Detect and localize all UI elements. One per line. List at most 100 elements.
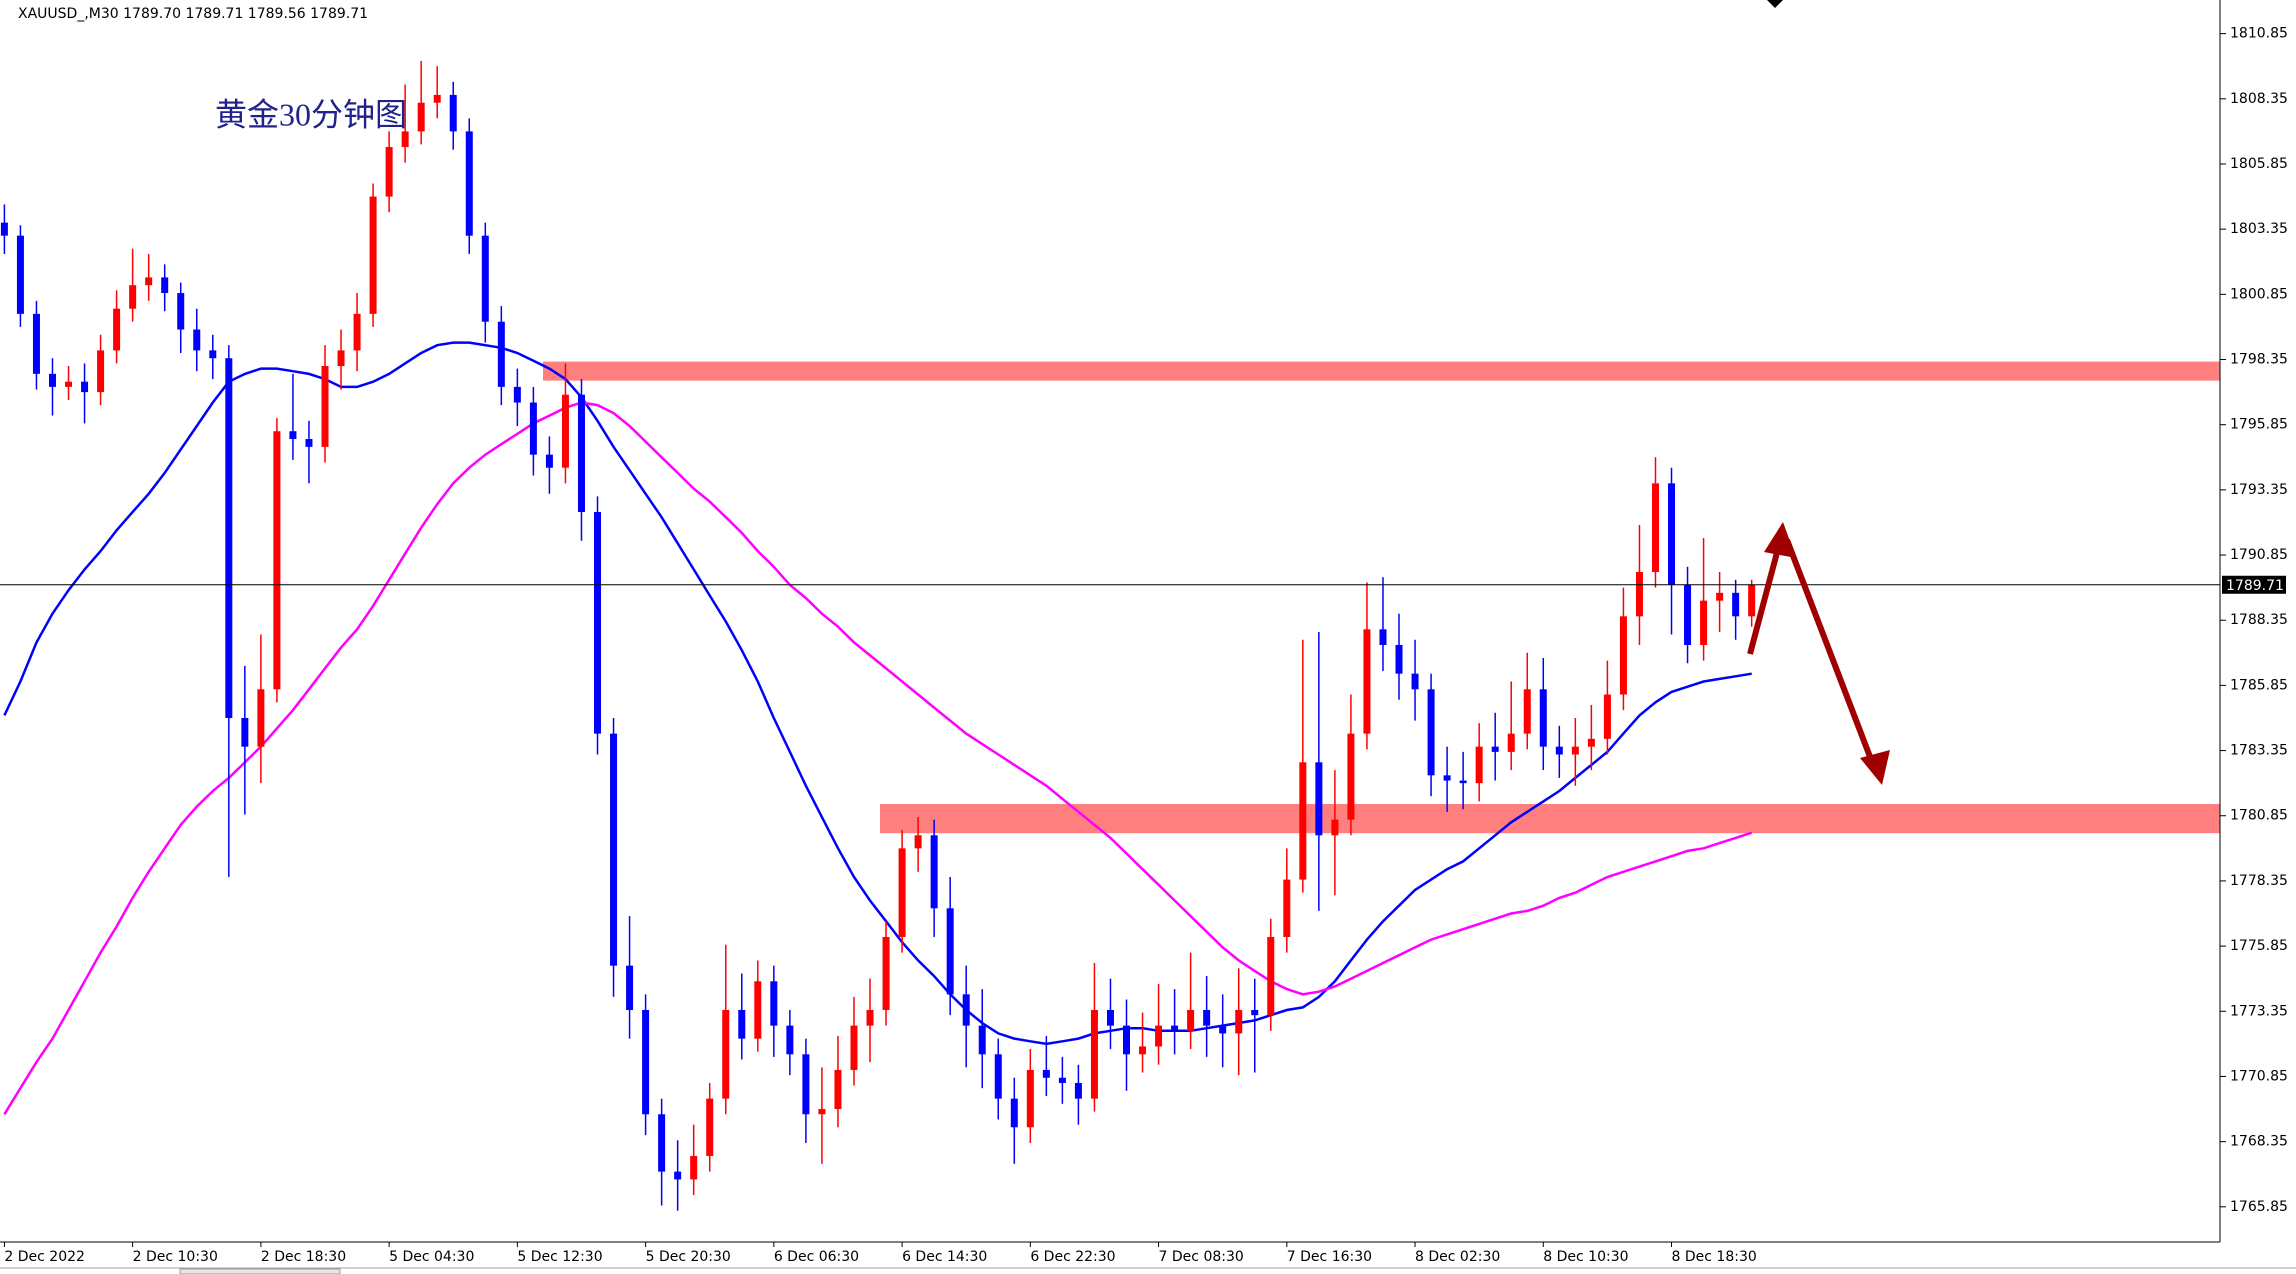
candle-body <box>1603 694 1611 739</box>
current-price-label: 1789.71 <box>2226 578 2284 594</box>
candle-body <box>1203 1009 1211 1026</box>
candle-body <box>65 381 73 387</box>
candle-body <box>1347 733 1355 820</box>
candle-body <box>1491 746 1499 752</box>
forecast-arrows <box>1747 522 1890 785</box>
candle-body <box>1539 689 1547 747</box>
candle-body <box>161 277 169 294</box>
candle-body <box>273 431 281 690</box>
candle-body <box>1475 746 1483 784</box>
resistance-zone <box>880 804 2220 834</box>
candle-body <box>289 431 297 440</box>
y-tick-label: 1775.85 <box>2230 938 2288 954</box>
candle-body <box>882 936 890 1010</box>
arrow-down <box>1784 538 1875 764</box>
chart-title: 黄金30分钟图 <box>215 96 407 132</box>
candle-body <box>1716 592 1724 601</box>
candle-body <box>1379 629 1387 645</box>
y-tick-label: 1793.35 <box>2230 482 2288 498</box>
candle-body <box>1187 1009 1195 1031</box>
candle-body <box>1074 1082 1082 1099</box>
y-tick-label: 1795.85 <box>2230 417 2288 433</box>
candle-body <box>81 381 89 393</box>
candle-body <box>1026 1069 1034 1128</box>
candle-body <box>1443 775 1451 781</box>
candle-body <box>561 394 569 468</box>
candle-body <box>642 1009 650 1115</box>
candle-body <box>241 717 249 747</box>
candle-body <box>738 1009 746 1039</box>
candle-body <box>369 196 377 314</box>
candle-body <box>770 981 778 1026</box>
y-tick-label: 1798.35 <box>2230 352 2288 368</box>
candle-body <box>113 308 121 351</box>
candle-body <box>1315 762 1323 836</box>
candle-body <box>898 848 906 937</box>
candle-body <box>353 313 361 351</box>
candle-body <box>577 394 585 513</box>
candle-body <box>529 402 537 455</box>
y-tick-label: 1803.35 <box>2230 221 2288 237</box>
candle-body <box>658 1114 666 1172</box>
candle-body <box>305 439 313 447</box>
candle-body <box>978 1025 986 1055</box>
current-price-box <box>2222 575 2286 594</box>
candle-body <box>417 102 425 132</box>
candle-body <box>914 835 922 849</box>
candle-body <box>209 350 217 359</box>
candle-body <box>1587 738 1595 747</box>
moving-average <box>3 401 1753 1115</box>
candle-body <box>1251 1009 1259 1016</box>
candle-body <box>930 835 938 909</box>
candle-body <box>1523 689 1531 734</box>
x-tick-label: 8 Dec 10:30 <box>1543 1249 1628 1265</box>
candle-body <box>32 313 40 374</box>
candle-body <box>1219 1025 1227 1034</box>
x-tick-label: 7 Dec 08:30 <box>1159 1249 1244 1265</box>
candle-body <box>1732 592 1740 617</box>
candle-body <box>610 733 618 966</box>
candle-body <box>0 222 8 236</box>
candle-body <box>1299 762 1307 880</box>
candle-body <box>594 512 602 734</box>
plot-area <box>0 61 2220 1211</box>
y-tick-label: 1770.85 <box>2230 1068 2288 1084</box>
y-tick-label: 1765.85 <box>2230 1199 2288 1215</box>
candle-body <box>1555 746 1563 755</box>
candle-body <box>786 1025 794 1055</box>
y-tick-label: 1788.35 <box>2230 612 2288 628</box>
x-tick-label: 7 Dec 16:30 <box>1287 1249 1372 1265</box>
x-tick-label: 5 Dec 20:30 <box>646 1249 731 1265</box>
shift-marker <box>1767 0 1783 8</box>
candle-body <box>177 293 185 330</box>
candle-body <box>1042 1069 1050 1078</box>
candle-body <box>866 1009 874 1026</box>
candle-body <box>48 373 56 387</box>
candle-body <box>850 1025 858 1070</box>
y-tick-label: 1785.85 <box>2230 677 2288 693</box>
candle-body <box>754 981 762 1039</box>
arrow-up <box>1747 544 1782 655</box>
candle-body <box>1651 483 1659 572</box>
x-tick-label: 2 Dec 2022 <box>4 1249 85 1265</box>
tab[interactable] <box>179 1268 341 1274</box>
y-tick-label: 1773.35 <box>2230 1003 2288 1019</box>
candle-body <box>1010 1098 1018 1128</box>
candle-body <box>1619 616 1627 695</box>
candle-body <box>1635 571 1643 617</box>
candle-body <box>1668 483 1676 586</box>
candle-body <box>818 1109 826 1115</box>
candle-body <box>1123 1025 1130 1055</box>
candle-body <box>1058 1077 1066 1083</box>
candle-body <box>497 321 505 387</box>
candle-body <box>16 235 24 314</box>
candle-body <box>433 94 441 103</box>
candle-body <box>946 908 954 995</box>
candle-body <box>1427 689 1435 776</box>
candle-body <box>706 1098 714 1156</box>
y-tick-label: 1805.85 <box>2230 156 2288 172</box>
candle-body <box>1571 746 1579 755</box>
header: XAUUSD_,M30 1789.70 1789.71 1789.56 1789… <box>18 6 368 22</box>
